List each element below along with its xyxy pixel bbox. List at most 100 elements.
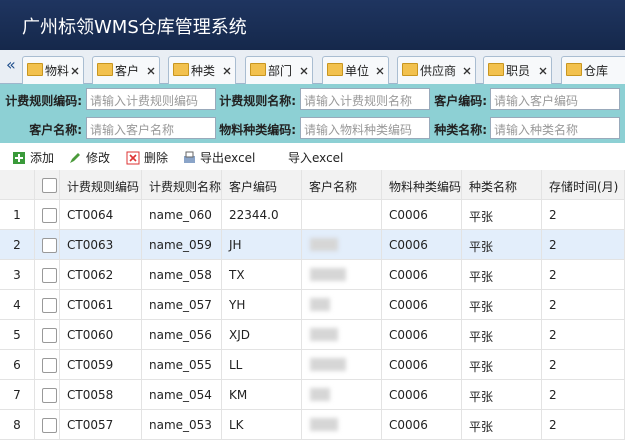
row-select xyxy=(35,350,60,380)
table-cell: CT0061 xyxy=(60,290,142,320)
folder-icon xyxy=(173,63,189,76)
row-number: 2 xyxy=(0,230,35,260)
table-cell: XJD xyxy=(222,320,302,350)
checkbox[interactable] xyxy=(42,328,57,343)
tab[interactable]: 物料 xyxy=(22,56,84,84)
search-input[interactable]: 请输入客户名称 xyxy=(86,117,216,139)
search-label: 计费规则名称: xyxy=(219,94,296,108)
table-cell: name_059 xyxy=(142,230,222,260)
search-label: 计费规则编码: xyxy=(5,94,82,108)
close-icon[interactable] xyxy=(300,67,308,75)
table-cell: 2 xyxy=(542,320,625,350)
tab[interactable]: 职员 xyxy=(483,56,552,84)
table-cell: 平张 xyxy=(462,380,542,410)
tab[interactable]: 仓库 xyxy=(561,56,625,84)
table-cell: C0006 xyxy=(382,380,462,410)
blurred-text xyxy=(310,238,338,251)
checkbox[interactable] xyxy=(42,298,57,313)
search-input[interactable]: 请输入计费规则名称 xyxy=(300,88,430,110)
table-cell xyxy=(302,290,382,320)
row-select xyxy=(35,320,60,350)
table-cell xyxy=(302,350,382,380)
table-cell: name_058 xyxy=(142,260,222,290)
table-cell: CT0060 xyxy=(60,320,142,350)
table-cell xyxy=(302,200,382,230)
close-icon[interactable] xyxy=(71,67,79,75)
table-cell: 2 xyxy=(542,230,625,260)
toolbar-button[interactable]: 删除 xyxy=(126,149,168,166)
table-cell: 2 xyxy=(542,350,625,380)
button-label: 导入excel xyxy=(288,151,344,165)
table-cell: 2 xyxy=(542,410,625,440)
blurred-text xyxy=(310,328,338,341)
table-cell: 2 xyxy=(542,200,625,230)
table-cell: 平张 xyxy=(462,290,542,320)
close-icon[interactable] xyxy=(539,67,547,75)
tab-label: 供应商 xyxy=(420,64,457,78)
search-input[interactable]: 请输入计费规则编码 xyxy=(86,88,216,110)
folder-icon xyxy=(488,63,504,76)
table-cell: C0006 xyxy=(382,320,462,350)
checkbox[interactable] xyxy=(42,418,57,433)
folder-icon xyxy=(402,63,418,76)
table-cell: CT0057 xyxy=(60,410,142,440)
checkbox[interactable] xyxy=(42,238,57,253)
checkbox[interactable] xyxy=(42,208,57,223)
table-cell: name_056 xyxy=(142,320,222,350)
row-number: 6 xyxy=(0,350,35,380)
row-select xyxy=(35,290,60,320)
checkbox[interactable] xyxy=(42,388,57,403)
blurred-text xyxy=(310,268,346,281)
header-cell xyxy=(35,170,60,200)
close-icon[interactable] xyxy=(376,67,384,75)
table-cell: YH xyxy=(222,290,302,320)
toolbar-button[interactable]: 修改 xyxy=(68,149,110,166)
checkbox[interactable] xyxy=(42,358,57,373)
tab-label: 职员 xyxy=(506,64,531,78)
column-header[interactable]: 计费规则名称 xyxy=(142,170,222,200)
column-header[interactable]: 计费规则编码 xyxy=(60,170,142,200)
search-input[interactable]: 请输入客户编码 xyxy=(490,88,620,110)
folder-icon xyxy=(250,63,266,76)
tab-label: 种类 xyxy=(191,64,216,78)
column-header[interactable]: 种类名称 xyxy=(462,170,542,200)
tab[interactable]: 单位 xyxy=(322,56,389,84)
checkbox[interactable] xyxy=(42,178,57,193)
search-input[interactable]: 请输入种类名称 xyxy=(490,117,620,139)
table-cell: CT0063 xyxy=(60,230,142,260)
table-cell: JH xyxy=(222,230,302,260)
row-number: 1 xyxy=(0,200,35,230)
tab[interactable]: 供应商 xyxy=(397,56,476,84)
row-select xyxy=(35,200,60,230)
tab-label: 部门 xyxy=(268,64,293,78)
table-cell: 2 xyxy=(542,260,625,290)
row-select xyxy=(35,230,60,260)
blurred-text xyxy=(310,298,330,311)
folder-icon xyxy=(97,63,113,76)
toolbar-button[interactable]: 导出excel xyxy=(182,149,255,166)
tab[interactable]: 种类 xyxy=(168,56,236,84)
column-header[interactable]: 物料种类编码 xyxy=(382,170,462,200)
close-icon[interactable] xyxy=(463,67,471,75)
checkbox[interactable] xyxy=(42,268,57,283)
column-header[interactable]: 客户编码 xyxy=(222,170,302,200)
toolbar-button[interactable]: 导入excel xyxy=(288,149,343,166)
close-icon[interactable] xyxy=(147,67,155,75)
table-cell: 22344.0 xyxy=(222,200,302,230)
tab-scroll[interactable]: « xyxy=(6,55,16,74)
table-cell: LK xyxy=(222,410,302,440)
column-header[interactable]: 客户名称 xyxy=(302,170,382,200)
search-label: 客户名称: xyxy=(29,123,82,137)
tab[interactable]: 部门 xyxy=(245,56,313,84)
tab-label: 物料 xyxy=(45,64,70,78)
table-cell: C0006 xyxy=(382,230,462,260)
table-cell: 平张 xyxy=(462,350,542,380)
tab-label: 客户 xyxy=(115,64,140,78)
toolbar-button[interactable]: 添加 xyxy=(12,149,54,166)
close-icon[interactable] xyxy=(223,67,231,75)
column-header[interactable]: 存储时间(月) xyxy=(542,170,625,200)
row-number: 3 xyxy=(0,260,35,290)
tab[interactable]: 客户 xyxy=(92,56,160,84)
search-input[interactable]: 请输入物料种类编码 xyxy=(300,117,430,139)
